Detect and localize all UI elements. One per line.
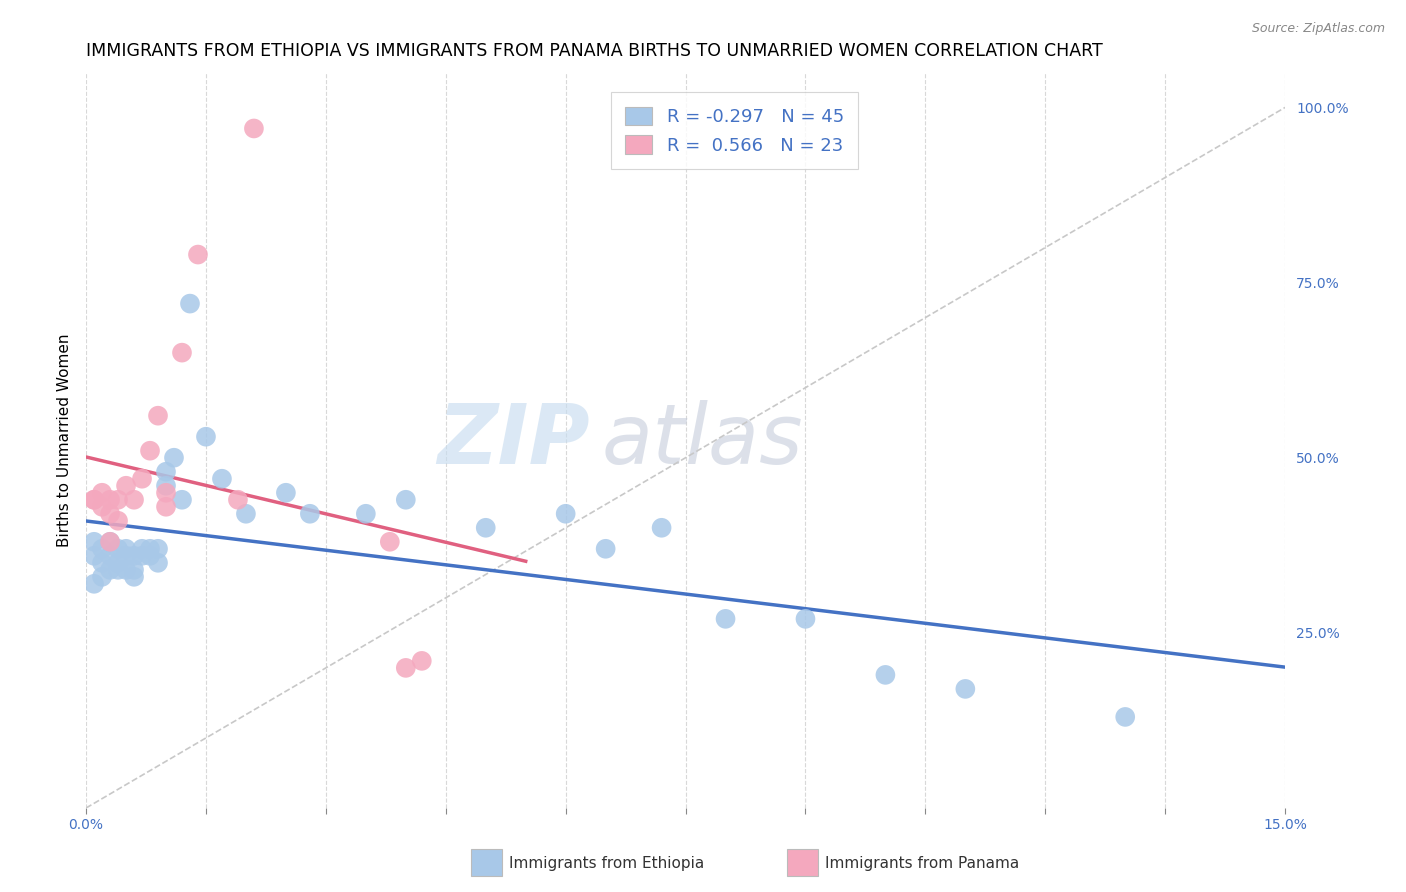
Point (91, 541, 114, 556)
Legend: R = -0.297   N = 45, R =  0.566   N = 23: R = -0.297 N = 45, R = 0.566 N = 23 (610, 93, 858, 169)
Point (170, 345, 193, 359)
Point (298, 507, 321, 521)
Point (139, 541, 162, 556)
Point (122, 563, 145, 577)
Point (146, 556, 169, 570)
Point (115, 549, 138, 563)
Point (243, 121, 266, 136)
Y-axis label: Births to Unmarried Women: Births to Unmarried Women (58, 334, 72, 547)
Point (155, 465, 177, 479)
Point (139, 443, 162, 458)
Text: ZIP: ZIP (437, 400, 589, 481)
Point (83, 576, 105, 591)
Point (98, 507, 121, 521)
Point (131, 549, 153, 563)
Point (194, 430, 217, 444)
Point (714, 612, 737, 626)
Point (131, 541, 153, 556)
Point (98, 549, 121, 563)
Text: Immigrants from Ethiopia: Immigrants from Ethiopia (509, 856, 704, 871)
Point (83, 492, 105, 507)
Point (226, 492, 249, 507)
Point (794, 612, 817, 626)
Point (122, 492, 145, 507)
Point (107, 541, 129, 556)
Point (1114, 710, 1136, 724)
Point (98, 534, 121, 549)
Point (98, 534, 121, 549)
Point (155, 479, 177, 493)
Point (98, 563, 121, 577)
Point (651, 521, 673, 535)
Point (83, 492, 105, 507)
Point (155, 500, 177, 514)
Point (91, 570, 114, 584)
Point (395, 661, 418, 675)
Point (179, 296, 201, 310)
Point (155, 485, 177, 500)
Point (146, 409, 169, 423)
Point (91, 500, 114, 514)
Point (187, 247, 209, 261)
Point (115, 479, 138, 493)
Point (115, 563, 138, 577)
Point (98, 492, 121, 507)
Point (131, 472, 153, 486)
Point (83, 549, 105, 563)
Point (91, 556, 114, 570)
Point (211, 472, 233, 486)
Point (83, 534, 105, 549)
Point (395, 492, 418, 507)
Text: atlas: atlas (602, 400, 803, 481)
Point (107, 556, 129, 570)
Point (274, 485, 297, 500)
Point (122, 549, 145, 563)
Point (146, 541, 169, 556)
Text: IMMIGRANTS FROM ETHIOPIA VS IMMIGRANTS FROM PANAMA BIRTHS TO UNMARRIED WOMEN COR: IMMIGRANTS FROM ETHIOPIA VS IMMIGRANTS F… (86, 42, 1102, 60)
Point (91, 485, 114, 500)
Point (122, 570, 145, 584)
Point (107, 514, 129, 528)
Point (115, 541, 138, 556)
Point (474, 521, 496, 535)
Point (378, 534, 401, 549)
Point (354, 507, 377, 521)
Point (595, 541, 617, 556)
Point (107, 563, 129, 577)
Point (554, 507, 576, 521)
Point (107, 492, 129, 507)
Point (163, 450, 186, 465)
Point (235, 507, 257, 521)
Point (411, 654, 433, 668)
Point (955, 681, 977, 696)
Point (170, 492, 193, 507)
Point (875, 668, 897, 682)
Text: Source: ZipAtlas.com: Source: ZipAtlas.com (1251, 22, 1385, 36)
Point (139, 549, 162, 563)
Text: Immigrants from Panama: Immigrants from Panama (825, 856, 1019, 871)
